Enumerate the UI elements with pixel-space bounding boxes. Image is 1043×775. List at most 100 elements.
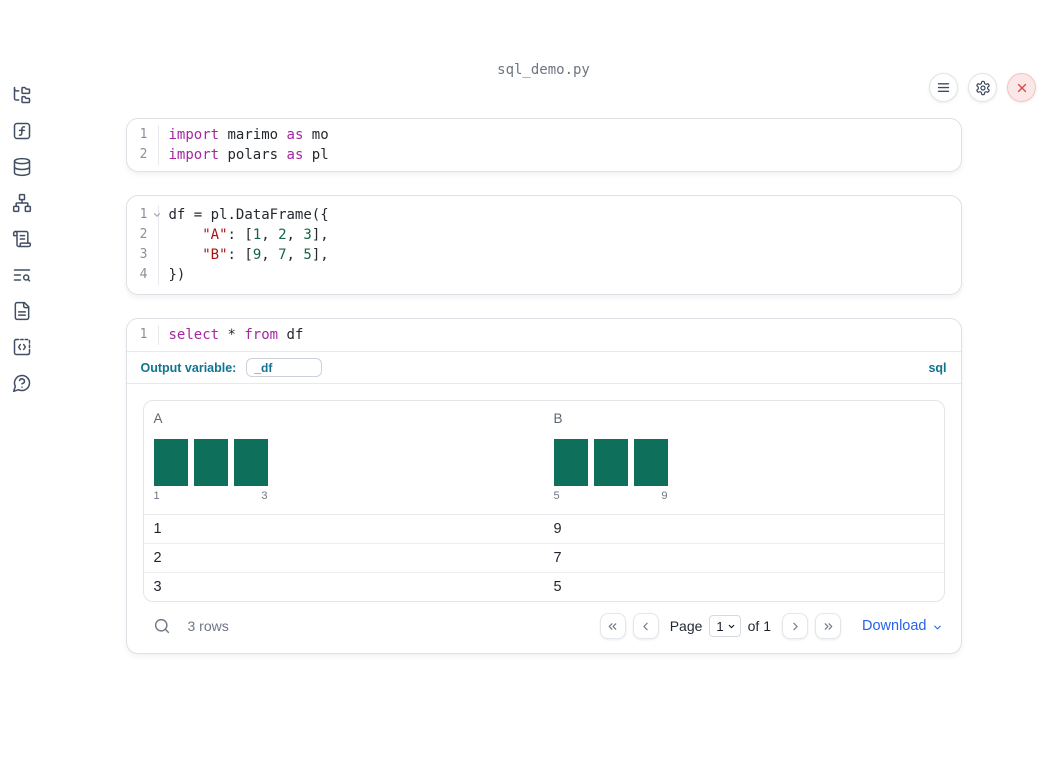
histogram-bar	[233, 439, 268, 486]
scratchpad-scroll-icon[interactable]	[11, 228, 33, 250]
column-name: B	[553, 411, 563, 426]
histogram-bars	[553, 439, 668, 486]
code-token: mo	[303, 127, 329, 143]
fold-chevron-icon[interactable]	[152, 210, 162, 220]
code-line: 1 import marimo as mo	[127, 125, 961, 145]
download-button[interactable]: Download	[862, 618, 943, 634]
notebook-area: sql_demo.py 1 import marimo as mo 2 import …	[44, 62, 1043, 654]
code-line: 2 "A": [1, 2, 3],	[127, 225, 961, 245]
table-cell: 7	[553, 550, 562, 566]
histogram-max-label: 9	[661, 490, 668, 502]
histogram-bars	[153, 439, 268, 486]
datasources-icon[interactable]	[11, 156, 33, 178]
table-cell: 9	[553, 521, 562, 537]
code-token: 2	[278, 227, 287, 243]
menu-button[interactable]	[929, 73, 958, 102]
help-icon[interactable]	[11, 372, 33, 394]
page-label: Page	[669, 618, 703, 634]
download-label: Download	[862, 618, 927, 634]
table-cell: 2	[153, 550, 162, 566]
histogram-bar	[193, 439, 228, 486]
gear-icon	[975, 80, 991, 96]
code-token: "A"	[202, 227, 228, 243]
code-token: marimo	[219, 127, 287, 143]
histogram-bar	[633, 439, 668, 486]
line-number: 1	[127, 325, 159, 345]
code-token: ,	[261, 227, 279, 243]
code-token: df = pl.DataFrame({	[168, 207, 329, 223]
next-page-button[interactable]	[782, 613, 808, 639]
chevron-down-icon	[728, 624, 734, 628]
code-editor[interactable]: 1 import marimo as mo 2 import polars as pl	[127, 119, 961, 171]
sql-editor[interactable]: 1 select * from df	[127, 319, 961, 351]
histogram-min-label: 5	[553, 490, 560, 502]
line-number: 4	[127, 265, 159, 285]
code-token: pl	[303, 147, 329, 163]
settings-button[interactable]	[968, 73, 997, 102]
prev-page-button[interactable]	[632, 613, 659, 639]
code-token	[169, 247, 203, 263]
table-cell: 3	[153, 579, 162, 595]
table-footer: 3 rows Page 1 of 1	[143, 613, 945, 639]
code-text: "B": [9, 7, 5],	[159, 245, 328, 265]
shutdown-button[interactable]	[1007, 73, 1036, 102]
code-text: import polars as pl	[159, 145, 329, 165]
line-number: 1	[127, 205, 162, 225]
code-line: 3 "B": [9, 7, 5],	[127, 245, 961, 265]
sidebar	[0, 62, 44, 775]
code-token: *	[219, 327, 245, 343]
row-count: 3 rows	[187, 618, 229, 634]
code-token: })	[168, 267, 186, 283]
output-variable-input[interactable]	[246, 358, 323, 377]
search-icon[interactable]	[153, 617, 171, 635]
code-token: 5	[303, 247, 312, 263]
code-text: "A": [1, 2, 3],	[159, 225, 328, 245]
first-page-button[interactable]	[599, 613, 626, 639]
histogram-bar	[153, 439, 188, 486]
variables-function-icon[interactable]	[11, 120, 33, 142]
code-text: import marimo as mo	[159, 125, 329, 145]
snippets-document-icon[interactable]	[11, 300, 33, 322]
code-token: ,	[261, 247, 279, 263]
dependencies-icon[interactable]	[11, 192, 33, 214]
file-tree-icon[interactable]	[11, 84, 33, 106]
line-number: 2	[127, 145, 159, 165]
output-variable-label: Output variable:	[140, 360, 237, 375]
last-page-button[interactable]	[815, 613, 841, 639]
code-text: select * from df	[159, 325, 304, 345]
table-cell: 1	[153, 521, 162, 537]
code-cell-dataframe: 1 df = pl.DataFrame({ 2 "A": [1, 2, 3], 3 "…	[125, 195, 962, 295]
code-editor[interactable]: 1 df = pl.DataFrame({ 2 "A": [1, 2, 3], 3 "…	[127, 196, 961, 294]
code-token: polars	[219, 147, 287, 163]
chevrons-right-icon	[822, 620, 835, 633]
page-total-label: of 1	[747, 618, 771, 634]
code-token: as	[286, 147, 304, 163]
logs-search-icon[interactable]	[11, 264, 33, 286]
code-token: 3	[303, 227, 312, 243]
code-token	[169, 227, 203, 243]
code-cell-imports: 1 import marimo as mo 2 import polars as pl	[125, 118, 962, 172]
page-select[interactable]: 1	[709, 615, 741, 637]
line-number: 3	[127, 245, 159, 265]
code-token: import	[168, 147, 220, 163]
code-panel-icon[interactable]	[11, 336, 33, 358]
chevrons-left-icon	[606, 620, 619, 633]
code-token: ,	[286, 247, 304, 263]
code-token: 7	[278, 247, 287, 263]
histogram-max-label: 3	[261, 490, 268, 502]
chevron-down-icon	[933, 625, 941, 629]
topbar	[929, 73, 1036, 102]
